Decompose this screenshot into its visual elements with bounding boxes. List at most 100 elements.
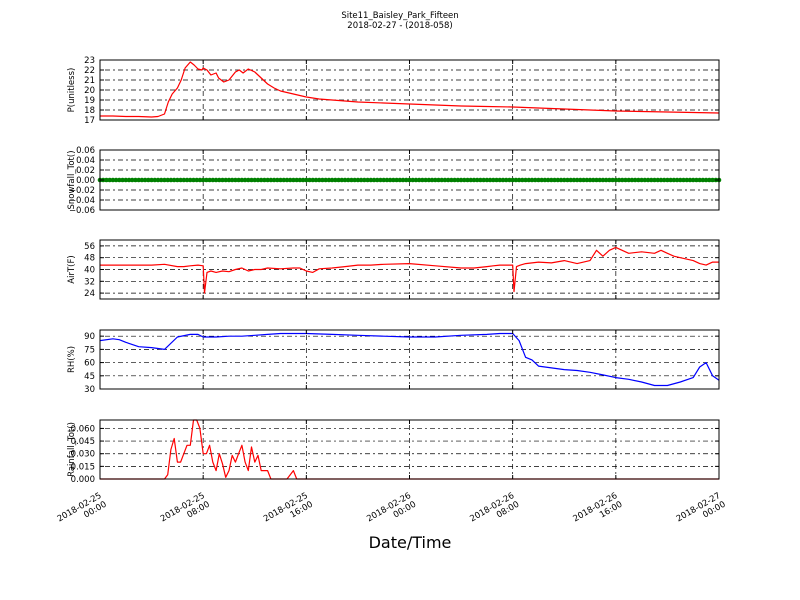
data-point [187,177,193,183]
data-point [210,177,216,183]
data-point [581,177,586,183]
data-point [310,177,316,183]
y-tick-label: −0.02 [69,186,95,196]
data-point [429,177,435,183]
y-tick-label: 0.02 [76,166,95,176]
data-point [207,177,212,183]
data-point [700,177,706,183]
y-tick-label: 75 [84,345,95,355]
data-point [129,177,135,183]
data-point [468,177,474,183]
data-point [287,177,293,183]
data-point [503,177,509,183]
y-axis-label: P(unitless) [67,68,77,113]
data-point [526,177,532,183]
y-axis-label: AirT(F) [67,255,77,283]
data-point [365,177,370,183]
series-line [100,61,720,118]
data-point [249,177,254,183]
data-point [474,177,480,183]
data-point [229,177,235,183]
data-point [284,177,290,183]
data-point [449,177,454,183]
data-point [626,177,632,183]
data-point [552,177,557,183]
data-point [329,177,335,183]
y-tick-label: 45 [84,372,95,382]
data-point [281,177,287,183]
data-point [184,177,190,183]
y-axis-label: Rainfall_Tot() [67,422,77,477]
data-point [381,177,387,183]
y-axis-label: Snowfall_Tot() [67,150,77,209]
data-point [558,177,564,183]
data-point [320,177,325,183]
data-point [484,177,490,183]
data-point [278,177,283,183]
data-point [491,177,496,183]
data-point [513,177,519,183]
data-point [387,177,393,183]
data-point [275,177,280,183]
data-point [123,177,129,183]
data-point [645,177,651,183]
data-point [349,177,354,183]
data-point [597,177,603,183]
data-point [603,177,609,183]
data-point [117,177,122,183]
subplot-2: −0.06−0.04−0.020.000.020.040.06Snowfall_… [67,146,722,216]
data-point [384,177,390,183]
data-point [529,177,535,183]
data-point [703,177,709,183]
data-point [607,177,612,183]
data-point [471,177,477,183]
data-point [478,177,483,183]
data-point [655,177,661,183]
data-point [587,177,593,183]
y-axis-label: RH(%) [67,346,77,373]
data-point [442,177,448,183]
data-point [378,177,383,183]
data-point [323,177,328,183]
y-tick-label: 30 [84,385,95,395]
data-point [565,177,570,183]
data-point [571,177,577,183]
y-tick-label: 0.06 [76,146,95,156]
data-point [291,177,296,183]
chart-subtitle: 2018-02-27 - (2018-058) [347,21,453,31]
data-point [642,177,648,183]
x-tick-label: 2018-02-2508:00 [159,491,212,533]
data-point [462,177,467,183]
data-point [403,177,409,183]
data-point [697,177,702,183]
y-tick-label: 21 [84,76,95,86]
data-point [532,177,538,183]
data-point [674,177,680,183]
data-point [300,177,306,183]
x-tick-label: 2018-02-2600:00 [365,491,418,533]
data-point [542,177,548,183]
y-tick-label: 48 [84,254,95,264]
y-tick-label: 19 [84,96,95,106]
data-point [226,177,232,183]
data-point [258,177,264,183]
data-point [410,177,416,183]
data-point [265,177,270,183]
data-point [639,177,644,183]
y-tick-label: 0.030 [71,450,95,460]
data-point [239,177,245,183]
data-point [481,177,486,183]
data-point [636,177,641,183]
data-point [458,177,464,183]
data-point [600,177,606,183]
data-point [362,177,367,183]
y-tick-label: 0.060 [71,424,95,434]
data-point [371,177,377,183]
data-point [539,177,544,183]
data-point [616,177,622,183]
data-point [455,177,461,183]
data-point [707,177,712,183]
data-point [126,177,132,183]
